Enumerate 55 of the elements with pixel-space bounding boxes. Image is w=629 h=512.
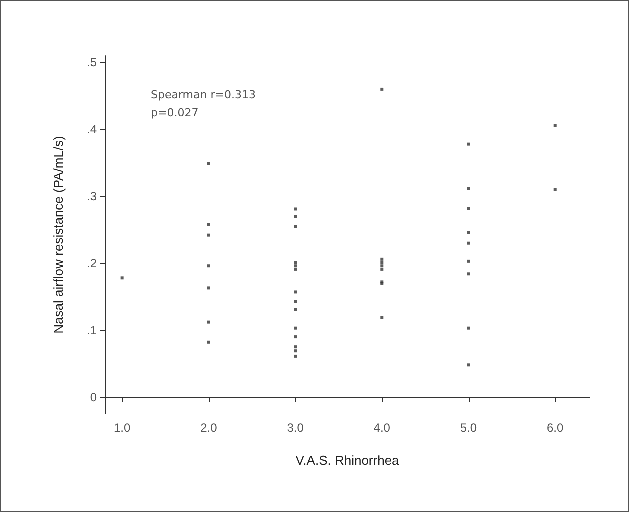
annotation: Spearman r=0.313 xyxy=(151,88,256,102)
x-tick-label: 2.0 xyxy=(200,421,218,435)
point xyxy=(467,207,470,210)
point xyxy=(380,316,384,320)
point xyxy=(467,242,470,245)
point xyxy=(207,223,210,226)
point xyxy=(467,186,470,190)
point xyxy=(467,260,470,263)
x-tick-label: 6.0 xyxy=(547,421,564,435)
point xyxy=(294,336,298,339)
point xyxy=(380,268,384,271)
point xyxy=(554,188,557,192)
point xyxy=(207,162,210,166)
point xyxy=(380,261,384,264)
point xyxy=(294,215,298,218)
point xyxy=(207,286,210,290)
point xyxy=(294,268,298,271)
y-tick-label: .4 xyxy=(86,122,98,137)
point xyxy=(294,264,298,268)
point xyxy=(294,350,298,353)
y-tick-label: 0 xyxy=(90,390,98,404)
x-tick-label: 5.0 xyxy=(460,421,478,435)
point xyxy=(294,354,298,358)
point xyxy=(207,340,210,344)
point xyxy=(554,124,557,128)
x-tick-label: 3.0 xyxy=(287,421,304,435)
point xyxy=(467,142,470,146)
annotation: p=0.027 xyxy=(151,106,199,120)
y-axis-title: Nasal airflow resistance (PA/mL/s) xyxy=(51,136,66,334)
point xyxy=(294,290,298,294)
point xyxy=(294,208,298,211)
point xyxy=(207,264,210,268)
y-tick-label: .1 xyxy=(86,323,98,338)
point xyxy=(380,264,384,268)
point xyxy=(467,326,470,330)
point xyxy=(294,300,298,304)
x-tick-label: 4.0 xyxy=(374,421,391,435)
y-tick-label: .5 xyxy=(86,56,98,70)
point xyxy=(294,326,298,330)
point xyxy=(207,320,210,324)
x-tick-label: 1.0 xyxy=(114,421,131,435)
x-axis-title: V.A.S. Rhinorrhea xyxy=(296,453,400,468)
point xyxy=(120,276,124,280)
point xyxy=(294,225,298,228)
point xyxy=(294,261,298,264)
point xyxy=(294,308,298,312)
point xyxy=(467,364,470,367)
point xyxy=(294,346,298,349)
point xyxy=(467,231,470,234)
y-tick-label: .2 xyxy=(86,256,98,270)
y-tick-label: .3 xyxy=(86,190,98,204)
point xyxy=(380,258,384,261)
point xyxy=(207,234,210,237)
point xyxy=(380,88,384,91)
point xyxy=(467,272,470,276)
